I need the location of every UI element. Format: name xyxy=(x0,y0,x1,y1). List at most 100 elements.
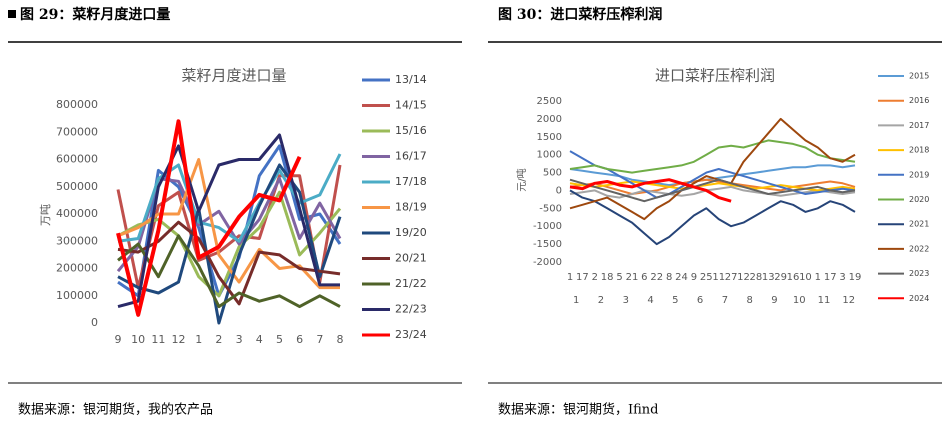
source-note: 数据来源：银河期货，Ifind xyxy=(498,402,659,418)
y-tick-label: 2000 xyxy=(537,114,562,125)
y-tick-label: 500000 xyxy=(56,180,98,193)
y-tick-label: -1500 xyxy=(533,239,562,250)
x-tick-label: 6 xyxy=(641,272,647,283)
y-axis-label: 元/吨 xyxy=(515,168,528,191)
x-tick-label: 27 xyxy=(725,272,738,283)
x-tick-label: 19 xyxy=(849,272,862,283)
y-tick-label: 700000 xyxy=(56,125,98,138)
x-tick-label: 5 xyxy=(276,333,283,346)
x-tick-label: 7 xyxy=(316,333,323,346)
x-group-label: 8 xyxy=(746,295,752,306)
series-line xyxy=(117,190,342,298)
y-tick-label: 300000 xyxy=(56,234,98,247)
legend-label: 2015 xyxy=(909,72,929,81)
x-group-label: 12 xyxy=(842,295,855,306)
x-group-label: 4 xyxy=(647,295,653,306)
bullet xyxy=(8,10,16,18)
x-tick-label: 9 xyxy=(691,272,697,283)
x-tick-label: 5 xyxy=(616,272,622,283)
series-line xyxy=(117,234,341,309)
x-tick-label: 3 xyxy=(839,272,845,283)
x-tick-label: 6 xyxy=(296,333,303,346)
x-tick-label: 2 xyxy=(215,333,222,346)
legend-label: 16/17 xyxy=(395,150,427,163)
x-group-label: 1 xyxy=(573,295,579,306)
y-axis-label: 万吨 xyxy=(39,204,52,226)
x-tick-label: 8 xyxy=(666,272,672,283)
series-line xyxy=(569,139,856,174)
x-group-label: 2 xyxy=(598,295,604,306)
legend-label: 21/22 xyxy=(395,277,427,290)
x-group-label: 5 xyxy=(672,295,678,306)
x-tick-label: 10 xyxy=(799,272,812,283)
y-tick-label: 100000 xyxy=(56,289,98,302)
x-tick-label: 8 xyxy=(337,333,344,346)
x-tick-label: 22 xyxy=(650,272,663,283)
x-group-label: 11 xyxy=(818,295,831,306)
x-tick-label: 1 xyxy=(567,272,573,283)
y-tick-label: 400000 xyxy=(56,207,98,220)
y-tick-label: 600000 xyxy=(56,153,98,166)
chart-title: 菜籽月度进口量 xyxy=(181,67,286,85)
x-tick-label: 29 xyxy=(774,272,787,283)
y-tick-label: -2000 xyxy=(533,257,562,268)
x-group-label: 6 xyxy=(697,295,703,306)
x-tick-label: 4 xyxy=(256,333,263,346)
legend-label: 2021 xyxy=(909,220,929,229)
legend-label: 20/21 xyxy=(395,252,427,265)
x-tick-label: 11 xyxy=(712,272,725,283)
legend-label: 19/20 xyxy=(395,226,427,239)
x-tick-label: 13 xyxy=(762,272,775,283)
x-group-label: 3 xyxy=(623,295,629,306)
x-tick-label: 28 xyxy=(750,272,763,283)
x-tick-label: 2 xyxy=(592,272,598,283)
series-line xyxy=(569,178,732,203)
x-tick-label: 12 xyxy=(172,333,186,346)
legend-label: 2024 xyxy=(909,294,929,303)
legend-label: 2023 xyxy=(909,269,929,278)
y-tick-label: 1000 xyxy=(537,150,562,161)
y-tick-label: 500 xyxy=(543,168,562,179)
x-tick-label: 25 xyxy=(700,272,713,283)
x-tick-label: 1 xyxy=(815,272,821,283)
x-group-label: 9 xyxy=(771,295,777,306)
y-tick-label: -1000 xyxy=(533,221,562,232)
x-tick-label: 1 xyxy=(195,333,202,346)
figure-caption: 图 29：菜籽月度进口量 xyxy=(20,6,170,23)
y-tick-label: 0 xyxy=(91,316,98,329)
x-tick-label: 12 xyxy=(737,272,750,283)
legend-label: 22/23 xyxy=(395,303,427,316)
chart-title: 进口菜籽压榨利润 xyxy=(655,67,775,85)
figure-caption: 图 30：进口菜籽压榨利润 xyxy=(498,6,662,23)
x-tick-label: 16 xyxy=(787,272,800,283)
x-group-label: 7 xyxy=(722,295,728,306)
legend-label: 23/24 xyxy=(395,328,427,341)
source-note: 数据来源：银河期货，我的农产品 xyxy=(18,402,213,418)
legend-label: 13/14 xyxy=(395,73,427,86)
y-tick-label: 2500 xyxy=(537,96,562,107)
series-line xyxy=(116,119,302,317)
series-line xyxy=(569,117,856,221)
legend-label: 14/15 xyxy=(395,99,427,112)
y-tick-label: 1500 xyxy=(537,132,562,143)
x-tick-label: 3 xyxy=(236,333,243,346)
legend-label: 2017 xyxy=(909,121,929,130)
y-tick-label: -500 xyxy=(539,203,562,214)
legend-label: 15/16 xyxy=(395,124,427,137)
y-tick-label: 0 xyxy=(556,185,562,196)
legend-label: 2019 xyxy=(909,170,929,179)
series-line xyxy=(569,150,856,199)
x-tick-label: 24 xyxy=(675,272,688,283)
x-tick-label: 18 xyxy=(601,272,614,283)
x-tick-label: 17 xyxy=(576,272,589,283)
legend-label: 2022 xyxy=(909,244,929,253)
y-tick-label: 800000 xyxy=(56,98,98,111)
legend-label: 18/19 xyxy=(395,201,427,214)
x-group-label: 10 xyxy=(793,295,806,306)
y-tick-label: 200000 xyxy=(56,262,98,275)
series-line xyxy=(117,133,340,309)
series-line xyxy=(569,178,856,203)
legend-label: 2016 xyxy=(909,96,929,105)
x-tick-label: 17 xyxy=(824,272,837,283)
